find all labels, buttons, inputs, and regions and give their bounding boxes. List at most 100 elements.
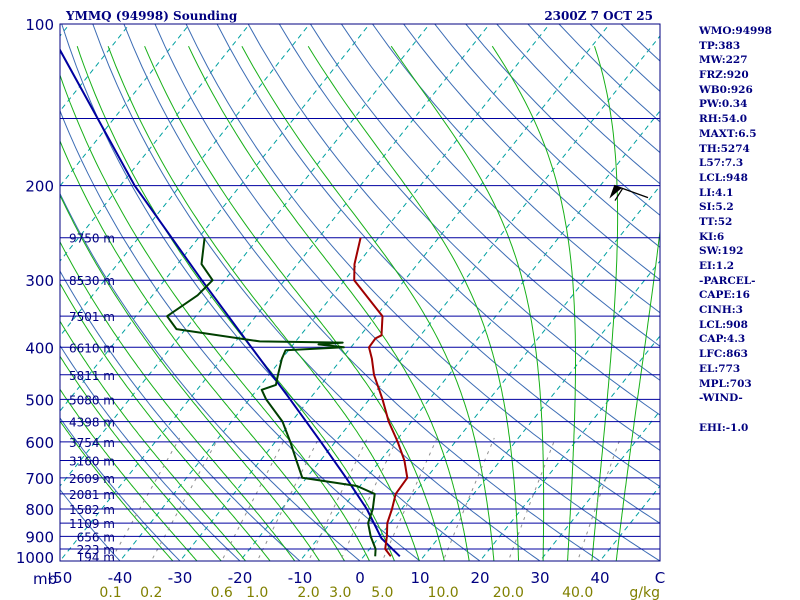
index-value: MPL:703 <box>699 377 752 390</box>
moist-adiabat-line <box>491 45 576 561</box>
index-value: EI:1.2 <box>699 260 735 272</box>
height-label: 1582 m <box>69 503 115 517</box>
temperature-unit-label: C <box>655 569 665 587</box>
mixing-ratio-line <box>507 437 556 561</box>
wind-barb-staff <box>613 184 649 199</box>
temperature-profile-line <box>353 237 409 557</box>
index-value: SI:5.2 <box>699 201 734 214</box>
temperature-tick-label: -50 <box>48 569 73 587</box>
index-value: CINH:3 <box>699 304 743 317</box>
index-value: RH:54.0 <box>699 113 748 126</box>
pressure-tick-labels: 100 200 300 400 500 600 700 800 900 1000 <box>16 16 54 567</box>
index-value: TP:383 <box>699 39 741 52</box>
wind-barbs <box>609 184 649 201</box>
moist-adiabat-line <box>144 46 445 561</box>
parcel-profile-line <box>60 48 401 558</box>
height-label: 8530 m <box>69 274 115 288</box>
index-value: PW:0.34 <box>699 98 748 111</box>
dry-adiabat-line <box>60 270 301 561</box>
moist-adiabat-line <box>307 45 520 561</box>
wind-barb-pennant <box>609 185 622 199</box>
mixing-ratio-tick-label: 0.2 <box>140 585 162 600</box>
mixing-ratio-line <box>442 437 495 561</box>
chart-datetime: 2300Z 7 OCT 25 <box>544 9 653 23</box>
temperature-tick-label: -10 <box>288 569 313 587</box>
moist-adiabat-line <box>60 355 222 561</box>
index-value: TT:52 <box>699 215 733 228</box>
mixing-ratio-line <box>150 437 219 561</box>
mixing-ratio-line <box>577 437 621 561</box>
index-value: KI:6 <box>699 230 725 243</box>
mixing-ratio-line <box>110 437 181 561</box>
mixing-ratio-tick-label: 5.0 <box>371 585 393 600</box>
pressure-unit-label: mb <box>33 570 57 588</box>
temperature-tick-label: 0 <box>355 569 365 587</box>
moist-adiabat-line <box>615 227 660 561</box>
index-value <box>699 406 772 421</box>
moist-adiabat-line <box>591 46 619 561</box>
chart-title: YMMQ (94998) Sounding <box>65 9 238 23</box>
moist-adiabat-line <box>60 240 296 561</box>
pressure-tick-label: 400 <box>25 339 54 357</box>
mixing-ratio-tick-labels: 0.1 0.2 0.6 1.0 2.0 3.0 5.0 10.0 20.0 40.0 <box>99 585 593 600</box>
index-value: EL:773 <box>699 362 741 375</box>
moist-adiabat-line <box>60 388 198 561</box>
index-value: -WIND- <box>699 392 743 405</box>
mixing-ratio-tick-label: 10.0 <box>428 585 459 600</box>
moist-adiabat-line <box>60 282 271 561</box>
index-value: WB0:926 <box>699 83 753 96</box>
index-value: EHI:-1.0 <box>699 421 749 434</box>
height-labels: 9750 m 8530 m 7501 m 6610 m 5811 m 5080 m 4398… <box>69 232 115 565</box>
index-value: MAXT:6.5 <box>699 127 757 140</box>
plot-background <box>60 24 660 561</box>
mixing-ratio-tick-label: 2.0 <box>297 585 319 600</box>
profiles <box>60 48 409 558</box>
mixing-ratio-tick-label: 40.0 <box>562 585 593 600</box>
moist-adiabat-line <box>188 45 470 561</box>
index-value: LFC:863 <box>699 348 748 361</box>
pressure-tick-label: 800 <box>25 501 54 519</box>
index-value: LI:4.1 <box>699 186 734 199</box>
height-label: 7501 m <box>69 310 115 324</box>
height-label: 2081 m <box>69 488 115 502</box>
height-label: 5080 m <box>69 393 115 407</box>
index-value: CAP:4.3 <box>699 333 746 346</box>
temperature-tick-label: -30 <box>168 569 193 587</box>
index-value: WMO:94998 <box>699 25 772 37</box>
mixing-ratio-tick-label: 0.6 <box>211 585 233 600</box>
height-label: 3160 m <box>69 455 115 469</box>
temperature-tick-label: 10 <box>410 569 429 587</box>
moist-adiabat-line <box>60 194 321 561</box>
index-value: LCL:948 <box>699 171 748 184</box>
temperature-tick-label: 30 <box>530 569 549 587</box>
mixing-ratio-tick-label: 20.0 <box>493 585 524 600</box>
dewpoint-profile-line <box>166 237 377 557</box>
mixing-ratio-unit-label: g/kg <box>629 585 660 600</box>
height-label: 5811 m <box>69 369 115 383</box>
mixing-ratio-line <box>221 437 286 561</box>
pressure-tick-label: 100 <box>25 16 54 34</box>
moist-adiabat-line <box>60 73 370 561</box>
pressure-tick-label: 300 <box>25 272 54 290</box>
moist-adiabat-line <box>107 46 420 561</box>
mixing-ratio-tick-label: 3.0 <box>329 585 351 600</box>
moist-adiabat-line <box>390 45 545 561</box>
plot-frame <box>59 23 661 562</box>
index-value: L57:7.3 <box>699 157 744 170</box>
mixing-ratio-tick-label: 0.1 <box>99 585 121 600</box>
index-value: -PARCEL- <box>699 274 756 287</box>
pressure-tick-label: 500 <box>25 391 54 409</box>
moist-adiabat-line <box>241 45 495 561</box>
temperature-tick-label: 20 <box>470 569 489 587</box>
index-value: CAPE:16 <box>699 289 750 302</box>
moist-adiabat-line <box>60 139 346 561</box>
index-value: TH:5274 <box>699 142 750 155</box>
pressure-tick-label: 1000 <box>16 549 54 567</box>
index-value: MW:227 <box>699 54 748 67</box>
mixing-ratio-tick-label: 1.0 <box>246 585 268 600</box>
dry-adiabat-line <box>60 488 121 561</box>
height-label: 194 m <box>77 550 115 564</box>
height-label: 4398 m <box>69 416 115 430</box>
pressure-tick-label: 200 <box>25 178 54 196</box>
